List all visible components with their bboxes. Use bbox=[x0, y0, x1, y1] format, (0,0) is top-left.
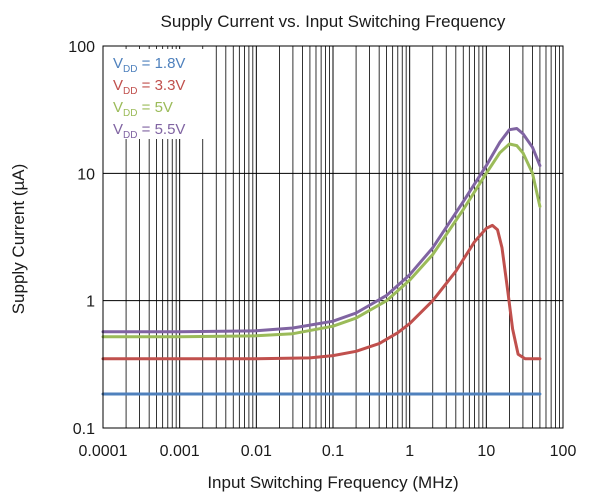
legend-box bbox=[106, 49, 210, 139]
y-tick-label: 10 bbox=[77, 166, 95, 183]
x-tick-label: 0.1 bbox=[322, 443, 344, 460]
y-tick-label: 1 bbox=[86, 294, 95, 311]
x-tick-label: 0.001 bbox=[160, 443, 200, 460]
x-tick-label: 0.0001 bbox=[79, 443, 128, 460]
series-line-4 bbox=[101, 127, 542, 334]
y-axis-label: Supply Current (µA) bbox=[9, 164, 28, 315]
chart-title: Supply Current vs. Input Switching Frequ… bbox=[161, 12, 506, 31]
plot-area bbox=[102, 45, 564, 429]
series-line-2 bbox=[101, 223, 542, 361]
x-tick-label: 1 bbox=[405, 443, 414, 460]
legend-entry-2: VDD = 3.3V bbox=[113, 77, 185, 97]
x-tick-label: 100 bbox=[550, 443, 577, 460]
series-line-3 bbox=[101, 142, 542, 339]
series-lines bbox=[101, 127, 542, 396]
legend-entry-1: VDD = 1.8V bbox=[113, 55, 185, 75]
x-tick-label: 0.01 bbox=[241, 443, 272, 460]
x-tick-labels: 0.0001 0.001 0.01 0.1 1 10 100 bbox=[79, 443, 577, 460]
y-tick-labels: 0.1 1 10 100 bbox=[68, 39, 95, 438]
x-tick-label: 10 bbox=[477, 443, 495, 460]
legend-entry-4: VDD = 5.5V bbox=[113, 121, 185, 141]
y-tick-label: 100 bbox=[68, 39, 95, 56]
y-tick-label: 0.1 bbox=[73, 421, 95, 438]
legend-entry-3: VDD = 5V bbox=[113, 99, 173, 119]
x-axis-label: Input Switching Frequency (MHz) bbox=[207, 473, 458, 492]
